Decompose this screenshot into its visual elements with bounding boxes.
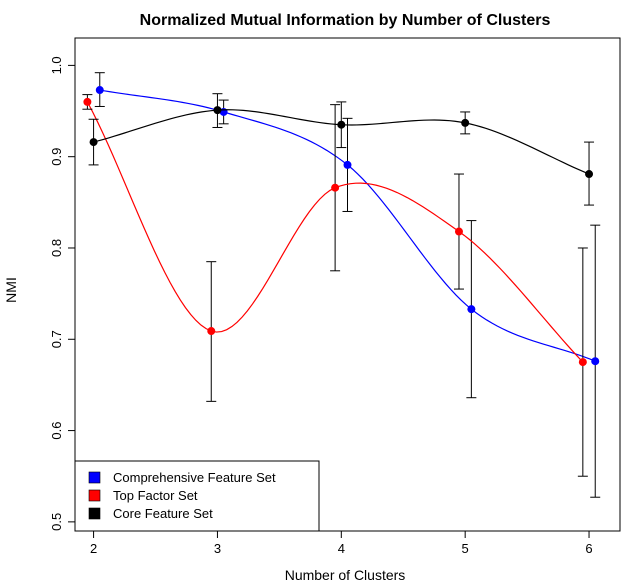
data-point bbox=[578, 358, 587, 367]
y-axis: 0.5 0.6 0.7 0.8 0.9 1.0 bbox=[49, 56, 76, 531]
legend-swatch bbox=[88, 489, 101, 502]
data-point bbox=[207, 327, 216, 336]
legend-label: Comprehensive Feature Set bbox=[113, 470, 276, 485]
y-axis-label: NMI bbox=[3, 277, 19, 303]
legend-label: Top Factor Set bbox=[113, 488, 198, 503]
legend-box bbox=[74, 460, 320, 532]
series-layer bbox=[82, 72, 601, 498]
x-tick-label: 3 bbox=[214, 541, 221, 556]
x-axis-label: Number of Clusters bbox=[285, 567, 406, 583]
data-point bbox=[591, 357, 600, 366]
data-point bbox=[454, 227, 463, 236]
x-axis: 2 3 4 5 6 bbox=[90, 530, 593, 556]
y-tick-label: 0.7 bbox=[49, 330, 64, 348]
legend-swatch bbox=[88, 507, 101, 520]
legend-label: Core Feature Set bbox=[113, 506, 213, 521]
y-tick-label: 0.9 bbox=[49, 148, 64, 166]
legend: Comprehensive Feature Set Top Factor Set C… bbox=[74, 460, 320, 532]
data-point bbox=[467, 305, 476, 314]
data-point bbox=[585, 170, 594, 179]
legend-swatch bbox=[88, 471, 101, 484]
x-tick-label: 2 bbox=[90, 541, 97, 556]
data-point bbox=[461, 118, 470, 127]
series-top-factor-set bbox=[82, 94, 588, 477]
data-point bbox=[95, 86, 104, 95]
data-point bbox=[83, 97, 92, 106]
y-tick-label: 1.0 bbox=[49, 56, 64, 74]
data-point bbox=[343, 160, 352, 169]
x-tick-label: 6 bbox=[585, 541, 592, 556]
data-point bbox=[89, 138, 98, 147]
x-tick-label: 5 bbox=[462, 541, 469, 556]
plot-frame bbox=[74, 37, 621, 532]
y-tick-label: 0.8 bbox=[49, 239, 64, 257]
series-comprehensive-feature-set bbox=[94, 72, 601, 498]
y-tick-label: 0.5 bbox=[49, 513, 64, 531]
y-tick-label: 0.6 bbox=[49, 422, 64, 440]
series-core-feature-set bbox=[88, 93, 595, 206]
x-tick-label: 4 bbox=[338, 541, 345, 556]
chart-title: Normalized Mutual Information by Number … bbox=[140, 12, 551, 29]
data-point bbox=[213, 106, 222, 115]
data-point bbox=[331, 183, 340, 192]
data-point bbox=[337, 120, 346, 129]
